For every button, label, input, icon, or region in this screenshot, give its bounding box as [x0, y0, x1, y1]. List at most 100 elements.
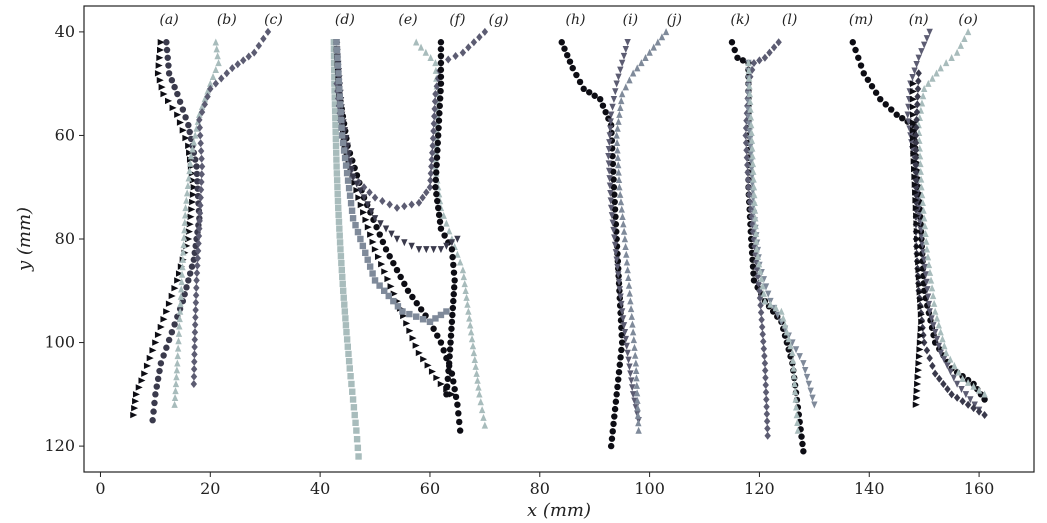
data-point [914, 235, 922, 243]
data-point [909, 103, 917, 111]
data-point [431, 104, 438, 113]
data-point [625, 281, 633, 289]
data-point [906, 125, 913, 133]
data-point [465, 307, 472, 315]
data-point [429, 141, 436, 150]
data-point [748, 165, 755, 173]
data-point [443, 391, 450, 398]
data-point [465, 43, 472, 52]
data-point [186, 167, 193, 175]
data-point [433, 154, 441, 161]
data-point [915, 259, 923, 266]
data-point [627, 297, 634, 305]
data-point [336, 232, 343, 239]
data-point [336, 85, 343, 93]
data-point [168, 329, 176, 336]
data-point [761, 297, 769, 305]
data-point [447, 339, 454, 346]
data-point [852, 46, 859, 54]
data-point [805, 380, 813, 388]
data-point [626, 363, 633, 371]
data-point [437, 66, 445, 74]
data-point [764, 431, 771, 440]
data-point [792, 346, 800, 354]
data-point [193, 283, 200, 292]
data-point [750, 183, 758, 191]
data-point [914, 380, 922, 388]
data-point [345, 150, 353, 158]
data-point [917, 332, 925, 339]
data-point [580, 85, 587, 93]
data-point [914, 251, 922, 258]
data-point [201, 100, 209, 109]
data-point [157, 360, 165, 367]
data-point [775, 38, 782, 47]
data-point [750, 277, 758, 284]
data-point [615, 168, 622, 176]
data-point [926, 28, 933, 36]
data-point [176, 322, 183, 330]
data-point [923, 245, 931, 253]
data-point [434, 332, 441, 339]
data-point [612, 249, 620, 257]
data-point [948, 390, 955, 399]
data-point [761, 359, 769, 368]
data-point [916, 346, 924, 353]
data-point [364, 256, 371, 263]
data-point [933, 314, 941, 322]
data-point [437, 52, 445, 60]
data-point [190, 372, 198, 381]
data-point [245, 52, 252, 61]
data-point [975, 407, 983, 416]
data-point [434, 197, 441, 205]
data-point [750, 270, 757, 277]
data-point [176, 315, 183, 323]
data-point [624, 349, 631, 357]
data-point [758, 275, 765, 283]
data-point [909, 88, 917, 95]
data-point [386, 253, 393, 260]
data-point [171, 321, 178, 328]
data-point [642, 53, 649, 61]
panel-label: (m) [849, 12, 873, 28]
data-point [742, 124, 750, 133]
data-point [912, 153, 920, 162]
data-point [766, 48, 773, 57]
data-point [364, 223, 372, 231]
data-point [165, 336, 173, 344]
data-point [908, 139, 915, 147]
data-point [360, 209, 368, 216]
data-point [437, 246, 445, 254]
data-point [420, 355, 428, 363]
data-point [409, 334, 417, 342]
data-point [608, 212, 616, 220]
data-point [745, 66, 752, 74]
data-point [620, 220, 627, 228]
data-point [435, 211, 443, 219]
data-point [443, 308, 450, 315]
data-point [336, 239, 344, 246]
data-point [160, 352, 167, 359]
data-point [920, 331, 927, 340]
data-point [923, 237, 930, 245]
data-point [747, 121, 755, 129]
data-point [451, 277, 458, 284]
x-axis-label: x (mm) [527, 500, 591, 521]
data-point [341, 154, 349, 162]
data-point [408, 242, 415, 250]
data-point [437, 225, 445, 232]
data-point [749, 144, 756, 152]
panel-label: (l) [782, 12, 797, 28]
data-point [371, 215, 379, 223]
data-point [212, 79, 219, 88]
data-point [193, 124, 200, 132]
panel-label: (n) [909, 12, 929, 28]
data-point [747, 150, 755, 158]
y-tick-label: 80 [55, 229, 75, 248]
data-point [131, 404, 139, 412]
data-point [476, 390, 483, 398]
data-point [750, 58, 758, 67]
data-point [918, 183, 925, 191]
data-point [923, 35, 931, 43]
data-point [354, 444, 362, 452]
